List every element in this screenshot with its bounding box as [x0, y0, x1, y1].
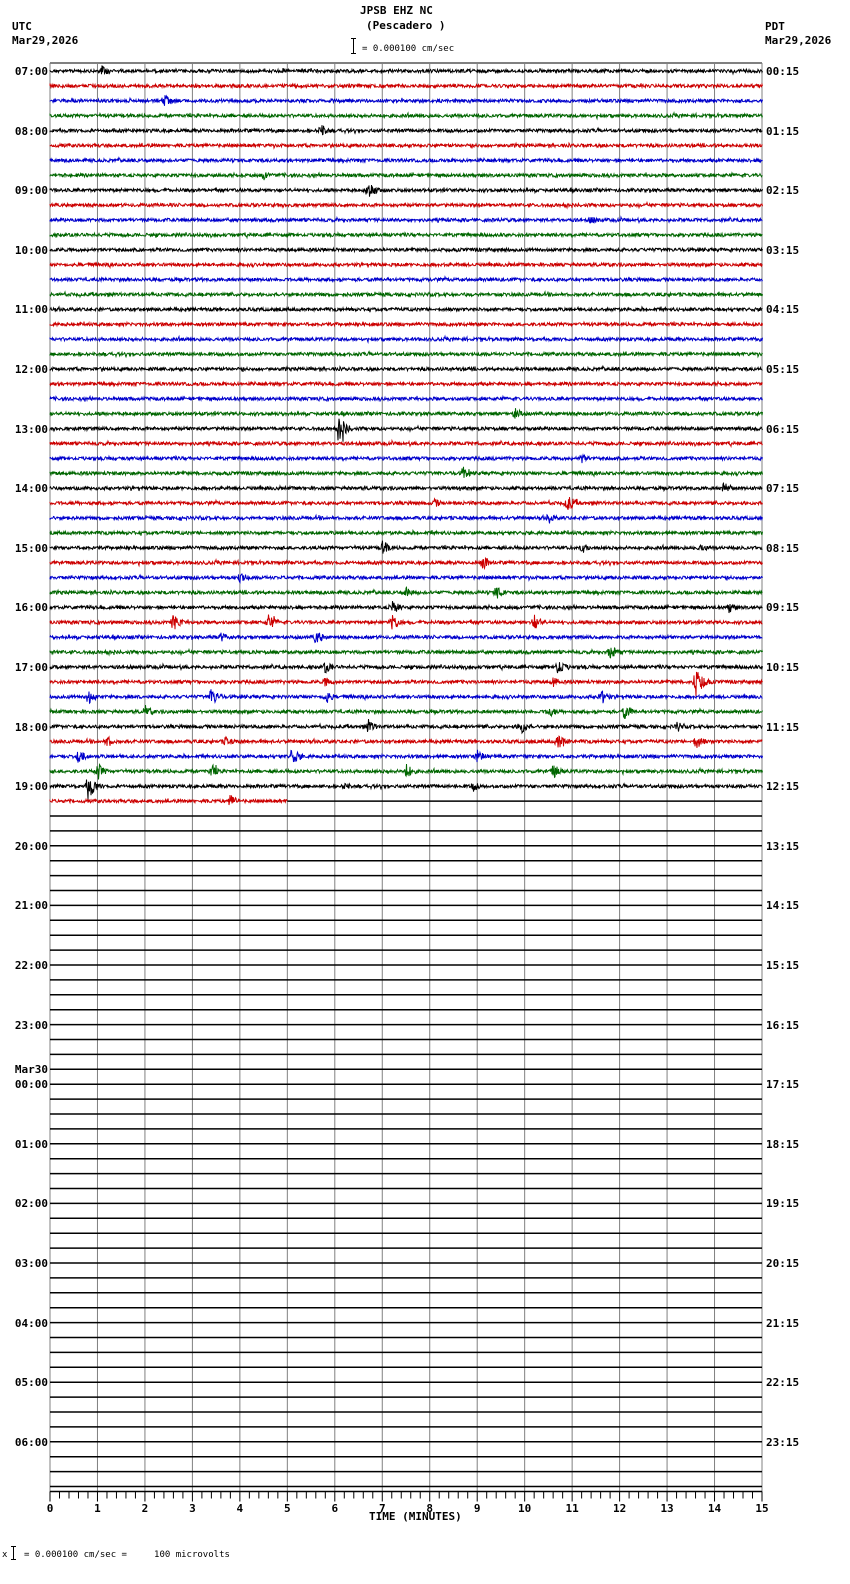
utc-hour-label: Mar30 — [14, 1063, 48, 1077]
local-hour-label: 08:15 — [766, 541, 800, 555]
utc-hour-label: 04:00 — [14, 1316, 48, 1330]
local-hour-label: 16:15 — [766, 1018, 800, 1032]
utc-hour-label: 12:00 — [14, 363, 48, 376]
right-timezone: PDT — [765, 20, 785, 33]
local-hour-label: 20:15 — [766, 1257, 800, 1270]
x-tick-label: 13 — [660, 1501, 674, 1515]
local-hour-label: 21:15 — [766, 1316, 800, 1330]
x-tick-label: 6 — [331, 1501, 339, 1515]
utc-hour-label: 18:00 — [14, 720, 48, 734]
x-tick-label: 1 — [94, 1501, 101, 1515]
utc-hour-label: 03:00 — [14, 1257, 48, 1270]
footer-prefix: x — [2, 1550, 8, 1560]
x-tick-label: 5 — [284, 1501, 291, 1515]
utc-hour-label: 17:00 — [14, 661, 48, 674]
local-hour-label: 07:15 — [766, 482, 800, 496]
local-hour-label: 01:15 — [766, 124, 800, 138]
utc-hour-label: 23:00 — [14, 1018, 48, 1032]
scale-text: = 0.000100 cm/sec — [362, 44, 455, 54]
local-hour-label: 09:15 — [766, 601, 800, 615]
utc-hour-label: 07:00 — [14, 65, 48, 78]
local-hour-label: 12:15 — [766, 780, 800, 794]
utc-hour-label: 00:00 — [14, 1078, 48, 1092]
x-tick-label: 3 — [189, 1501, 196, 1515]
utc-hour-label: 08:00 — [14, 124, 48, 138]
x-tick-label: 0 — [46, 1501, 54, 1515]
local-hour-label: 00:15 — [766, 65, 800, 78]
x-axis-label: TIME (MINUTES) — [369, 1510, 462, 1523]
utc-hour-label: 20:00 — [14, 839, 48, 853]
x-tick-label: 4 — [236, 1501, 244, 1515]
station-location: (Pescadero ) — [366, 19, 446, 32]
right-date: Mar29,2026 — [765, 34, 832, 47]
local-hour-label: 18:15 — [766, 1137, 800, 1151]
local-hour-label: 03:15 — [766, 243, 800, 257]
local-hour-label: 15:15 — [766, 959, 800, 972]
utc-hour-label: 06:00 — [14, 1435, 48, 1449]
left-date: Mar29,2026 — [12, 34, 79, 47]
x-tick-label: 11 — [565, 1501, 579, 1515]
local-hour-label: 22:15 — [766, 1376, 800, 1390]
x-tick-label: 9 — [473, 1501, 481, 1515]
utc-hour-label: 13:00 — [14, 422, 48, 436]
x-tick-label: 7 — [378, 1501, 386, 1515]
utc-hour-label: 11:00 — [14, 303, 48, 317]
x-tick-label: 8 — [426, 1501, 434, 1515]
local-hour-label: 06:15 — [766, 422, 800, 436]
x-tick-label: 12 — [612, 1501, 627, 1515]
scale-bar-icon — [351, 38, 356, 54]
x-tick-label: 14 — [707, 1501, 722, 1515]
local-hour-label: 04:15 — [766, 303, 800, 317]
utc-hour-label: 05:00 — [14, 1376, 48, 1390]
local-hour-label: 23:15 — [766, 1435, 800, 1449]
footer-scale-bar-icon — [11, 1546, 16, 1560]
utc-hour-label: 19:00 — [14, 780, 48, 794]
local-hour-label: 10:15 — [766, 661, 800, 674]
local-hour-label: 17:15 — [766, 1078, 800, 1092]
utc-hour-label: 02:00 — [14, 1197, 48, 1211]
utc-hour-label: 22:00 — [14, 959, 48, 972]
utc-hour-label: 09:00 — [14, 184, 48, 198]
local-hour-label: 02:15 — [766, 184, 800, 198]
local-hour-label: 11:15 — [766, 720, 800, 734]
left-timezone: UTC — [12, 20, 32, 33]
local-hour-label: 05:15 — [766, 363, 800, 376]
utc-hour-label: 10:00 — [14, 243, 48, 257]
local-hour-label: 19:15 — [766, 1197, 800, 1211]
x-tick-label: 15 — [755, 1501, 769, 1515]
x-tick-label: 10 — [518, 1501, 532, 1515]
utc-hour-label: 01:00 — [14, 1137, 48, 1151]
utc-hour-label: 15:00 — [14, 541, 48, 555]
footer-scale-note: = 0.000100 cm/sec = 100 microvolts — [24, 1550, 230, 1560]
utc-hour-label: 14:00 — [14, 482, 48, 496]
utc-hour-label: 21:00 — [14, 899, 48, 913]
utc-hour-label: 16:00 — [14, 601, 48, 615]
local-hour-label: 13:15 — [766, 839, 800, 853]
station-title: JPSB EHZ NC — [360, 4, 433, 17]
x-tick-label: 2 — [141, 1501, 149, 1515]
local-hour-label: 14:15 — [766, 899, 800, 913]
